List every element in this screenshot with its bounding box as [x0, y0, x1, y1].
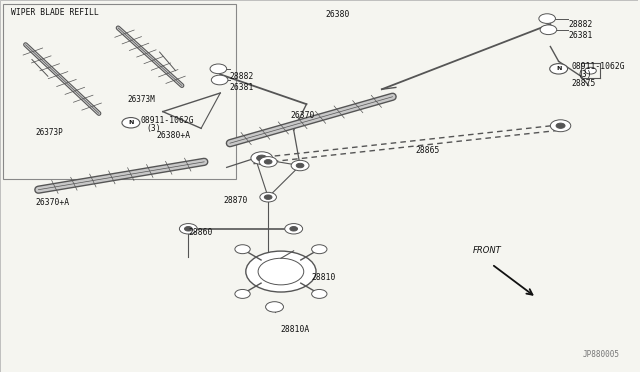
Text: 26370+A: 26370+A: [35, 198, 69, 207]
Text: (3): (3): [147, 124, 161, 133]
Text: 26380+A: 26380+A: [156, 131, 191, 140]
Text: 28882: 28882: [568, 20, 593, 29]
Circle shape: [251, 152, 273, 164]
Text: 26381: 26381: [230, 83, 254, 92]
Circle shape: [291, 160, 309, 171]
Text: (3): (3): [578, 70, 593, 79]
Text: 28860: 28860: [188, 228, 212, 237]
Text: 28810A: 28810A: [281, 325, 310, 334]
Text: 08911-1062G: 08911-1062G: [572, 62, 625, 71]
Text: FRONT: FRONT: [472, 246, 501, 255]
Circle shape: [257, 155, 267, 161]
Text: 28882: 28882: [230, 72, 254, 81]
Text: 26370: 26370: [291, 111, 315, 120]
Text: 28870: 28870: [223, 196, 248, 205]
Circle shape: [246, 251, 316, 292]
Text: 26381: 26381: [568, 31, 593, 40]
Circle shape: [184, 227, 192, 231]
Text: WIPER BLADE REFILL: WIPER BLADE REFILL: [11, 8, 99, 17]
Text: JP880005: JP880005: [582, 350, 620, 359]
Text: 26373P: 26373P: [35, 128, 63, 137]
Circle shape: [235, 289, 250, 298]
Circle shape: [296, 163, 304, 168]
Bar: [3, 4, 236, 179]
Circle shape: [539, 14, 556, 23]
Circle shape: [264, 160, 272, 164]
Circle shape: [266, 302, 284, 312]
Circle shape: [235, 245, 250, 254]
Circle shape: [122, 118, 140, 128]
Circle shape: [211, 75, 228, 85]
Circle shape: [285, 224, 303, 234]
Circle shape: [259, 157, 277, 167]
Circle shape: [556, 123, 565, 128]
Circle shape: [290, 227, 298, 231]
Text: 28810: 28810: [312, 273, 336, 282]
Text: N: N: [556, 66, 561, 71]
Text: 26373M: 26373M: [128, 95, 156, 104]
Text: 28865: 28865: [415, 146, 440, 155]
Text: 08911-1062G: 08911-1062G: [140, 116, 194, 125]
Circle shape: [258, 258, 304, 285]
Circle shape: [312, 245, 327, 254]
Circle shape: [260, 192, 276, 202]
Circle shape: [550, 120, 571, 132]
Circle shape: [540, 25, 557, 35]
Circle shape: [585, 67, 596, 74]
Text: 28875: 28875: [572, 79, 596, 88]
Circle shape: [550, 64, 568, 74]
Circle shape: [264, 195, 272, 199]
Circle shape: [179, 224, 197, 234]
Circle shape: [312, 289, 327, 298]
Text: N: N: [128, 120, 134, 125]
Circle shape: [210, 64, 227, 74]
Text: 26380: 26380: [326, 10, 350, 19]
